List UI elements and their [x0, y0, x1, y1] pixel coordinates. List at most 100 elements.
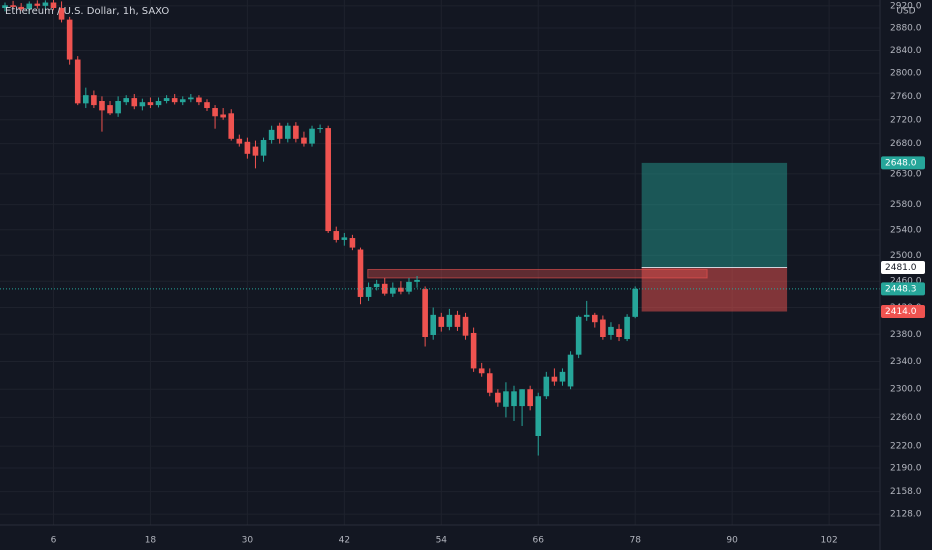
candle-body — [446, 314, 453, 327]
candle-body — [10, 5, 16, 7]
x-tick-label: 66 — [533, 536, 545, 546]
candle-body — [486, 373, 493, 393]
candle-body — [155, 101, 162, 106]
y-tick-label: 2380.0 — [890, 330, 922, 340]
price-tag — [881, 282, 925, 296]
y-tick-label: 2260.0 — [890, 413, 922, 423]
candle-body — [616, 328, 622, 338]
candle-body — [204, 102, 210, 109]
candle-body — [511, 391, 517, 407]
candle-body — [309, 128, 315, 144]
candle-body — [2, 5, 8, 9]
candle-body — [454, 314, 461, 327]
grid — [0, 0, 880, 525]
y-tick-label: 2760.0 — [890, 92, 922, 102]
candle-body — [236, 138, 243, 144]
candle-body — [478, 368, 485, 374]
candle-body — [188, 97, 194, 100]
price-tag — [881, 305, 925, 319]
y-tick-label: 2720.0 — [890, 115, 922, 125]
candle-body — [567, 354, 574, 387]
x-tick-label: 42 — [339, 536, 350, 546]
candle-body — [632, 288, 638, 317]
candle-body — [390, 287, 396, 294]
candle-body — [228, 113, 235, 139]
candle-body — [495, 392, 501, 403]
candle-body — [559, 371, 566, 382]
candle-body — [600, 319, 606, 338]
candle-body — [115, 101, 121, 114]
candle-body — [624, 316, 630, 340]
candle-body — [503, 391, 509, 407]
candle-body — [244, 141, 251, 154]
candle-body — [196, 97, 202, 103]
candle-body — [212, 108, 218, 117]
y-tick-label: 2680.0 — [890, 139, 922, 149]
candle-body — [414, 279, 420, 282]
y-tick-label: 2540.0 — [890, 225, 922, 235]
y-tick-label: 2880.0 — [890, 23, 922, 33]
x-tick-label: 30 — [242, 536, 254, 546]
candle-body — [147, 102, 154, 106]
y-tick-label: 2800.0 — [890, 69, 922, 79]
candle-body — [422, 289, 428, 338]
price-tag — [881, 261, 925, 275]
y-tick-label: 2500.0 — [890, 251, 922, 261]
chart-title: Ethereum / U.S. Dollar, 1h, SAXO — [5, 6, 169, 17]
candle-body — [357, 249, 364, 297]
candle-body — [608, 326, 614, 335]
candle-body — [301, 137, 307, 144]
price-tag-label: 2448.3 — [885, 284, 917, 294]
price-tag — [881, 156, 925, 170]
y-tick-label: 2580.0 — [890, 200, 922, 210]
candle-body — [349, 238, 356, 248]
candle-body — [398, 287, 404, 292]
price-tag-label: 2648.0 — [885, 158, 917, 168]
y-tick-label: 2300.0 — [890, 385, 922, 395]
y-tick-label: 2340.0 — [890, 357, 922, 367]
loss-zone — [641, 267, 788, 312]
candle-body — [163, 98, 170, 102]
marks — [0, 0, 880, 456]
candle-body — [139, 102, 146, 107]
candle-body — [583, 314, 590, 317]
candle-body — [252, 146, 259, 156]
candle-body — [293, 125, 299, 139]
y-tick-label: 2158.0 — [890, 487, 922, 497]
candle-body — [284, 125, 291, 139]
price-tag-label: 2481.0 — [885, 263, 917, 273]
candle-body — [317, 128, 323, 130]
candle-body — [107, 105, 113, 114]
candle-body — [83, 95, 89, 104]
currency-label: USD — [896, 7, 915, 17]
x-tick-label: 54 — [436, 536, 448, 546]
candle-body — [268, 129, 275, 141]
candle-body — [591, 314, 598, 323]
candle-body — [123, 98, 129, 103]
candle-body — [551, 376, 558, 382]
candle-body — [325, 128, 331, 232]
candle-body — [575, 316, 582, 355]
axes: 2920.0 2880.0 2840.0 2800.0 2760.0 2720.0 2680… — [51, 1, 925, 546]
candle-body — [341, 237, 348, 240]
candle-body — [260, 140, 267, 156]
candle-body — [365, 287, 372, 297]
candle-body — [171, 98, 178, 103]
y-tick-label: 2630.0 — [890, 169, 922, 179]
candle-body — [99, 101, 105, 111]
candle-body — [91, 95, 97, 106]
y-tick-label: 2460.0 — [890, 277, 922, 287]
candle-body — [527, 389, 533, 407]
y-tick-label: 2128.0 — [890, 510, 922, 520]
candle-body — [406, 281, 412, 292]
candle-body — [430, 314, 437, 335]
x-tick-label: 102 — [821, 536, 838, 546]
candle-body — [179, 99, 186, 103]
candle-body — [276, 125, 283, 139]
candle-body — [42, 2, 49, 6]
x-tick-label: 18 — [145, 536, 157, 546]
candle-body — [50, 2, 57, 9]
candle-body — [34, 3, 41, 6]
candle-body — [373, 283, 380, 288]
